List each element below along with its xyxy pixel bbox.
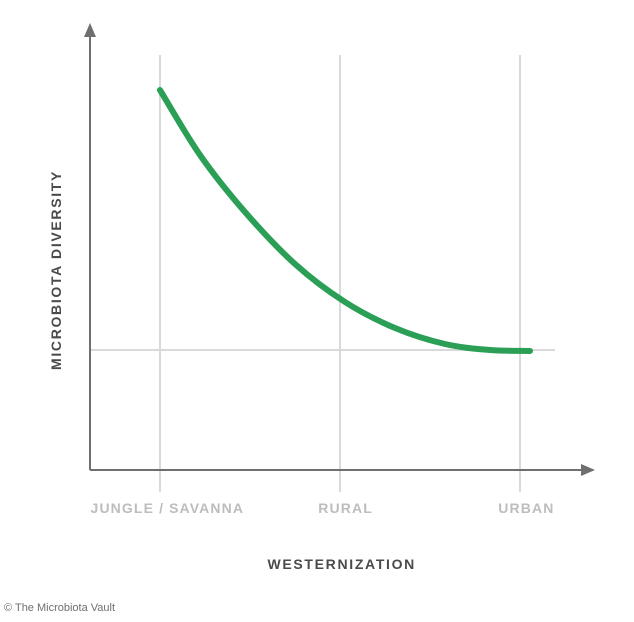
x-axis-label: WESTERNIZATION [268,556,416,572]
diversity-chart: MICROBIOTA DIVERSITY WESTERNIZATION JUNG… [0,0,634,617]
copyright-symbol: © [4,602,12,614]
x-tick-label: JUNGLE / SAVANNA [91,500,245,516]
y-axis-label: MICROBIOTA DIVERSITY [48,170,64,370]
x-tick-label: RURAL [318,500,373,516]
chart-canvas [0,0,634,617]
image-credit: © The Microbiota Vault [0,600,121,617]
credit-text: The Microbiota Vault [15,602,115,614]
x-tick-label: URBAN [498,500,554,516]
